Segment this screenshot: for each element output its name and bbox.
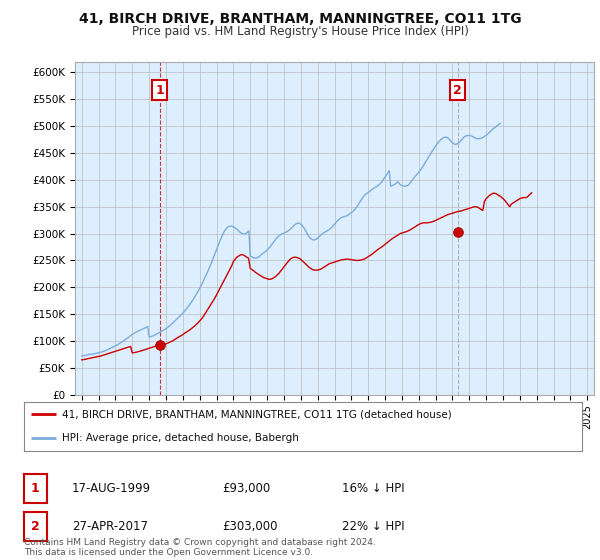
Text: HPI: Average price, detached house, Babergh: HPI: Average price, detached house, Babe… (62, 433, 299, 443)
Text: 2: 2 (454, 83, 462, 96)
Text: 2: 2 (31, 520, 40, 533)
Text: £303,000: £303,000 (222, 520, 277, 533)
Text: 1: 1 (31, 482, 40, 495)
Text: 17-AUG-1999: 17-AUG-1999 (72, 482, 151, 495)
Text: 1: 1 (155, 83, 164, 96)
Text: 41, BIRCH DRIVE, BRANTHAM, MANNINGTREE, CO11 1TG (detached house): 41, BIRCH DRIVE, BRANTHAM, MANNINGTREE, … (62, 409, 452, 419)
Text: £93,000: £93,000 (222, 482, 270, 495)
Text: 41, BIRCH DRIVE, BRANTHAM, MANNINGTREE, CO11 1TG: 41, BIRCH DRIVE, BRANTHAM, MANNINGTREE, … (79, 12, 521, 26)
Text: 22% ↓ HPI: 22% ↓ HPI (342, 520, 404, 533)
Text: 16% ↓ HPI: 16% ↓ HPI (342, 482, 404, 495)
Text: 27-APR-2017: 27-APR-2017 (72, 520, 148, 533)
Text: Price paid vs. HM Land Registry's House Price Index (HPI): Price paid vs. HM Land Registry's House … (131, 25, 469, 38)
Text: Contains HM Land Registry data © Crown copyright and database right 2024.
This d: Contains HM Land Registry data © Crown c… (24, 538, 376, 557)
